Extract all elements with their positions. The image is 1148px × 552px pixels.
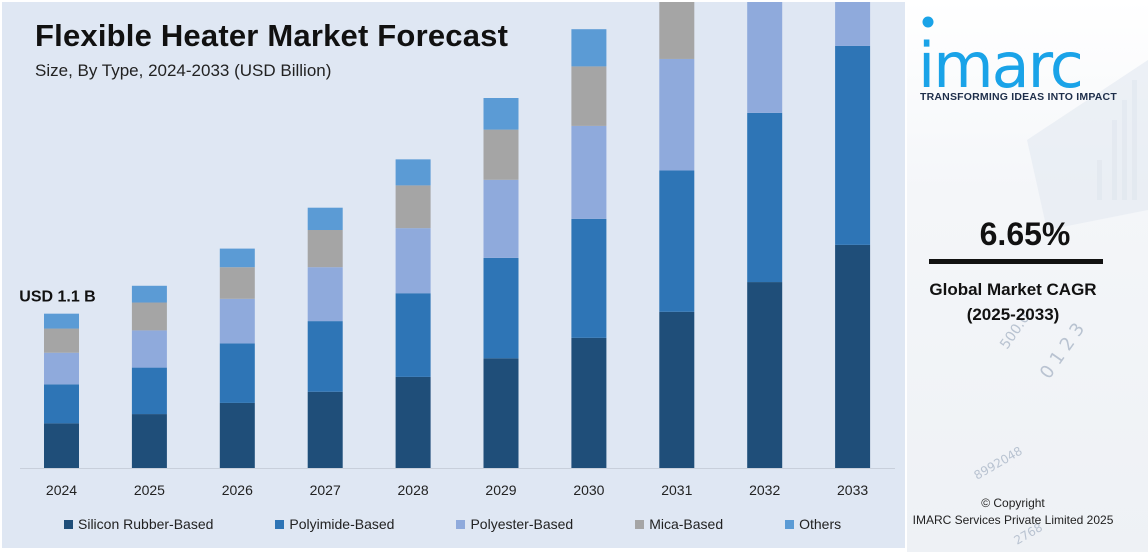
legend-swatch	[64, 519, 73, 529]
bar-segment-silicon-rubber-based-2025	[131, 414, 167, 468]
cagr-value: 6.65%	[979, 216, 1071, 252]
legend-item: Polyester-Based	[456, 516, 573, 532]
x-tick-label-2028: 2028	[398, 482, 429, 498]
bar-segment-polyester-based-2026	[219, 298, 255, 344]
svg-text:0 1 2 3: 0 1 2 3	[1036, 319, 1089, 383]
x-tick-label-2026: 2026	[222, 482, 253, 498]
svg-text:imarc: imarc	[919, 29, 1082, 93]
bar-segment-silicon-rubber-based-2033	[835, 244, 871, 468]
legend-swatch	[785, 519, 795, 529]
bar-segment-polyimide-based-2028	[395, 293, 431, 377]
x-tick-label-2030: 2030	[573, 482, 604, 498]
bar-segment-polyimide-based-2030	[571, 218, 607, 338]
copyright-line2: IMARC Services Private Limited 2025	[912, 513, 1114, 527]
bar-segment-mica-based-2028	[395, 185, 431, 229]
cagr-divider	[929, 259, 1103, 264]
bar-segment-polyester-based-2031	[659, 58, 695, 171]
legend-item: Others	[785, 516, 841, 532]
side-panel: 0 1 2 3 500.0 8992048 2768 imarc TRANSFO…	[907, 0, 1148, 552]
x-tick-label-2033: 2033	[837, 482, 868, 498]
cagr-label-line1: Global Market CAGR	[929, 280, 1097, 299]
svg-text:8992048: 8992048	[972, 444, 1025, 483]
bar-segment-polyester-based-2028	[395, 228, 431, 294]
bar-segment-polyimide-based-2032	[747, 112, 783, 283]
chart-subtitle: Size, By Type, 2024-2033 (USD Billion)	[35, 61, 332, 80]
copyright: © Copyright IMARC Services Private Limit…	[907, 495, 1119, 529]
legend-swatch	[456, 519, 466, 529]
bar-segment-mica-based-2027	[307, 230, 343, 268]
legend-label: Polyester-Based	[470, 516, 574, 532]
total-annotation-2024: USD 1.1 B	[19, 289, 95, 306]
bar-segment-polyimide-based-2027	[307, 321, 343, 392]
legend-label: Mica-Based	[649, 516, 724, 532]
brand-tagline: TRANSFORMING IDEAS INTO IMPACT	[920, 91, 1117, 103]
legend-label: Silicon Rubber-Based	[78, 516, 214, 532]
legend-item: Polyimide-Based	[275, 516, 394, 532]
bar-segment-polyester-based-2033	[835, 2, 871, 46]
cagr-label: Global Market CAGR (2025-2033)	[907, 277, 1119, 327]
cagr-label-line2: (2025-2033)	[966, 305, 1060, 324]
bar-segment-polyester-based-2025	[131, 330, 167, 368]
bar-segment-silicon-rubber-based-2028	[395, 376, 431, 468]
background-decoration: 0 1 2 3 500.0 8992048 2768	[972, 60, 1148, 548]
bar-segment-silicon-rubber-based-2032	[747, 282, 783, 468]
legend-item: Mica-Based	[635, 516, 723, 532]
legend-label: Polyimide-Based	[289, 516, 395, 532]
bar-segment-others-2024	[44, 313, 79, 329]
bar-segment-mica-based-2024	[44, 328, 79, 353]
bar-segment-polyimide-based-2026	[219, 343, 255, 403]
bar-segment-silicon-rubber-based-2031	[659, 311, 695, 468]
copyright-line1: © Copyright	[981, 496, 1045, 510]
bar-segment-mica-based-2029	[483, 129, 519, 180]
bar-segment-others-2030	[571, 29, 607, 67]
bar-segment-silicon-rubber-based-2026	[219, 402, 255, 468]
bar-segment-polyimide-based-2024	[44, 384, 79, 424]
bar-segment-silicon-rubber-based-2029	[483, 358, 519, 468]
legend-label: Others	[799, 516, 842, 532]
imarc-logo: imarc	[919, 16, 1084, 93]
stacked-bar-chart: 2024 2025 2026 2027 2028 2029 2030 2031 2032 2033…	[19, 2, 895, 498]
bar-segment-polyimide-based-2031	[659, 170, 695, 312]
bar-segment-polyester-based-2029	[483, 179, 519, 258]
chart-title: Flexible Heater Market Forecast	[35, 18, 509, 53]
bar-segment-polyimide-based-2025	[131, 367, 167, 415]
x-tick-label-2032: 2032	[749, 482, 780, 498]
x-tick-label-2029: 2029	[485, 482, 516, 498]
bar-segment-mica-based-2025	[131, 302, 167, 331]
bar-segment-silicon-rubber-based-2027	[307, 391, 343, 468]
x-tick-label-2025: 2025	[134, 482, 165, 498]
chart-panel: Flexible Heater Market Forecast Size, By…	[2, 2, 905, 548]
legend-item: Silicon Rubber-Based	[64, 516, 213, 532]
x-tick-label-2031: 2031	[661, 482, 692, 498]
bar-segment-mica-based-2030	[571, 66, 607, 126]
bar-segment-polyimide-based-2029	[483, 257, 519, 359]
legend-swatch	[635, 519, 645, 529]
bar-segment-polyester-based-2027	[307, 267, 343, 322]
bar-segment-polyester-based-2032	[747, 2, 783, 113]
bar-segment-polyester-based-2030	[571, 125, 607, 219]
x-tick-label-2024: 2024	[46, 482, 77, 498]
bar-segment-others-2029	[483, 98, 519, 130]
bar-segment-mica-based-2026	[219, 267, 255, 299]
bar-segment-polyester-based-2024	[44, 352, 79, 385]
bar-segment-silicon-rubber-based-2024	[44, 423, 79, 468]
bar-segment-others-2027	[307, 207, 343, 231]
bar-segment-others-2026	[219, 248, 255, 268]
bar-segment-silicon-rubber-based-2030	[571, 337, 607, 468]
x-tick-label-2027: 2027	[310, 482, 341, 498]
chart-legend: Silicon Rubber-Based Polyimide-Based Polye…	[64, 515, 841, 533]
legend-swatch	[275, 519, 285, 529]
bar-segment-others-2028	[395, 159, 431, 186]
bar-segment-polyimide-based-2033	[835, 45, 871, 245]
bar-segment-others-2025	[131, 285, 167, 303]
bar-segment-mica-based-2031	[659, 2, 695, 59]
